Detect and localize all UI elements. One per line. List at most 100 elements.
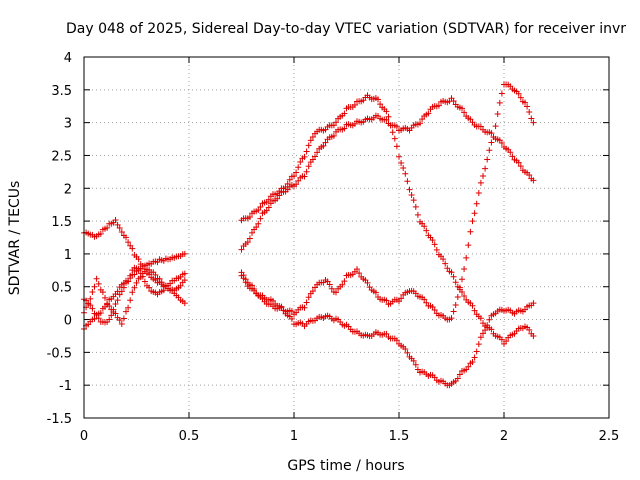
- data-point: [118, 228, 125, 235]
- data-point: [263, 207, 270, 214]
- data-point: [383, 116, 390, 123]
- data-point: [454, 294, 461, 301]
- data-point: [125, 239, 132, 246]
- data-point: [330, 122, 337, 129]
- data-point: [123, 234, 129, 241]
- data-point: [303, 299, 310, 306]
- data-point: [112, 300, 119, 307]
- data-point: [295, 177, 302, 184]
- data-point: [312, 153, 318, 160]
- data-point: [448, 315, 455, 322]
- data-point: [339, 281, 346, 288]
- data-point: [482, 165, 489, 172]
- data-point: [118, 288, 125, 295]
- data-point: [152, 271, 159, 278]
- data-point: [393, 123, 400, 130]
- data-point: [309, 133, 316, 140]
- data-point: [498, 90, 505, 97]
- data-point: [120, 315, 127, 322]
- data-point: [265, 196, 272, 203]
- data-point: [530, 177, 537, 184]
- data-point: [488, 139, 495, 146]
- data-point: [112, 217, 119, 224]
- data-point: [526, 172, 533, 179]
- x-tick-label: 2: [500, 429, 508, 444]
- data-point: [423, 299, 430, 306]
- data-point: [484, 322, 491, 329]
- x-tick-label: 0: [80, 429, 88, 444]
- data-point: [471, 354, 478, 361]
- data-point: [473, 200, 480, 207]
- data-point: [303, 148, 310, 155]
- data-point: [463, 254, 470, 261]
- data-point: [435, 102, 442, 109]
- data-point: [522, 99, 528, 106]
- data-point: [433, 246, 440, 253]
- data-point: [286, 176, 293, 183]
- data-point: [461, 293, 468, 300]
- data-point: [452, 279, 459, 286]
- data-point: [356, 270, 363, 277]
- data-point: [110, 306, 117, 313]
- data-point: [131, 271, 138, 278]
- data-point: [471, 307, 478, 314]
- data-point: [383, 330, 390, 337]
- data-point: [156, 275, 163, 282]
- data-point: [135, 256, 142, 263]
- data-point: [127, 297, 134, 304]
- data-point: [91, 315, 98, 322]
- data-point: [87, 295, 94, 302]
- data-point: [467, 116, 474, 123]
- data-point: [431, 306, 438, 313]
- data-point: [181, 250, 188, 257]
- data-point: [404, 349, 411, 356]
- data-point: [328, 285, 335, 292]
- data-point: [375, 96, 381, 103]
- data-point: [238, 246, 245, 253]
- data-point: [249, 282, 255, 289]
- data-point: [295, 164, 302, 171]
- data-point: [129, 289, 136, 296]
- data-point: [330, 132, 337, 139]
- data-point: [524, 103, 531, 110]
- data-point: [253, 224, 260, 231]
- data-point: [95, 280, 102, 287]
- data-point: [400, 165, 407, 172]
- data-point: [452, 301, 459, 308]
- data-point: [125, 278, 132, 285]
- data-point: [480, 173, 486, 180]
- data-point: [146, 284, 153, 291]
- data-point: [475, 341, 482, 348]
- data-point: [341, 278, 348, 285]
- data-point: [498, 336, 505, 343]
- data-point: [89, 289, 96, 296]
- data-point: [526, 109, 533, 116]
- data-point: [465, 363, 472, 370]
- y-tick-label: 3.5: [51, 84, 72, 99]
- data-point: [475, 189, 482, 196]
- data-point: [477, 123, 484, 130]
- data-point: [129, 245, 136, 252]
- data-point: [288, 315, 295, 322]
- data-point: [93, 275, 100, 282]
- data-point: [116, 291, 123, 298]
- data-point: [291, 173, 297, 180]
- y-tick-label: 1.5: [51, 215, 72, 230]
- data-point: [383, 297, 390, 304]
- data-point: [425, 110, 432, 117]
- data-point: [293, 169, 300, 176]
- data-point: [297, 159, 304, 166]
- data-point: [404, 178, 411, 185]
- x-tick-label: 1.5: [389, 429, 410, 444]
- data-point: [450, 273, 457, 280]
- data-point: [484, 156, 491, 163]
- y-tick-label: 0: [64, 314, 72, 329]
- data-point: [469, 302, 476, 309]
- data-point: [410, 357, 417, 364]
- x-tick-label: 1: [290, 429, 298, 444]
- data-point: [137, 270, 144, 277]
- y-tick-label: 2: [64, 182, 72, 197]
- data-point: [141, 278, 148, 285]
- data-point: [442, 260, 449, 267]
